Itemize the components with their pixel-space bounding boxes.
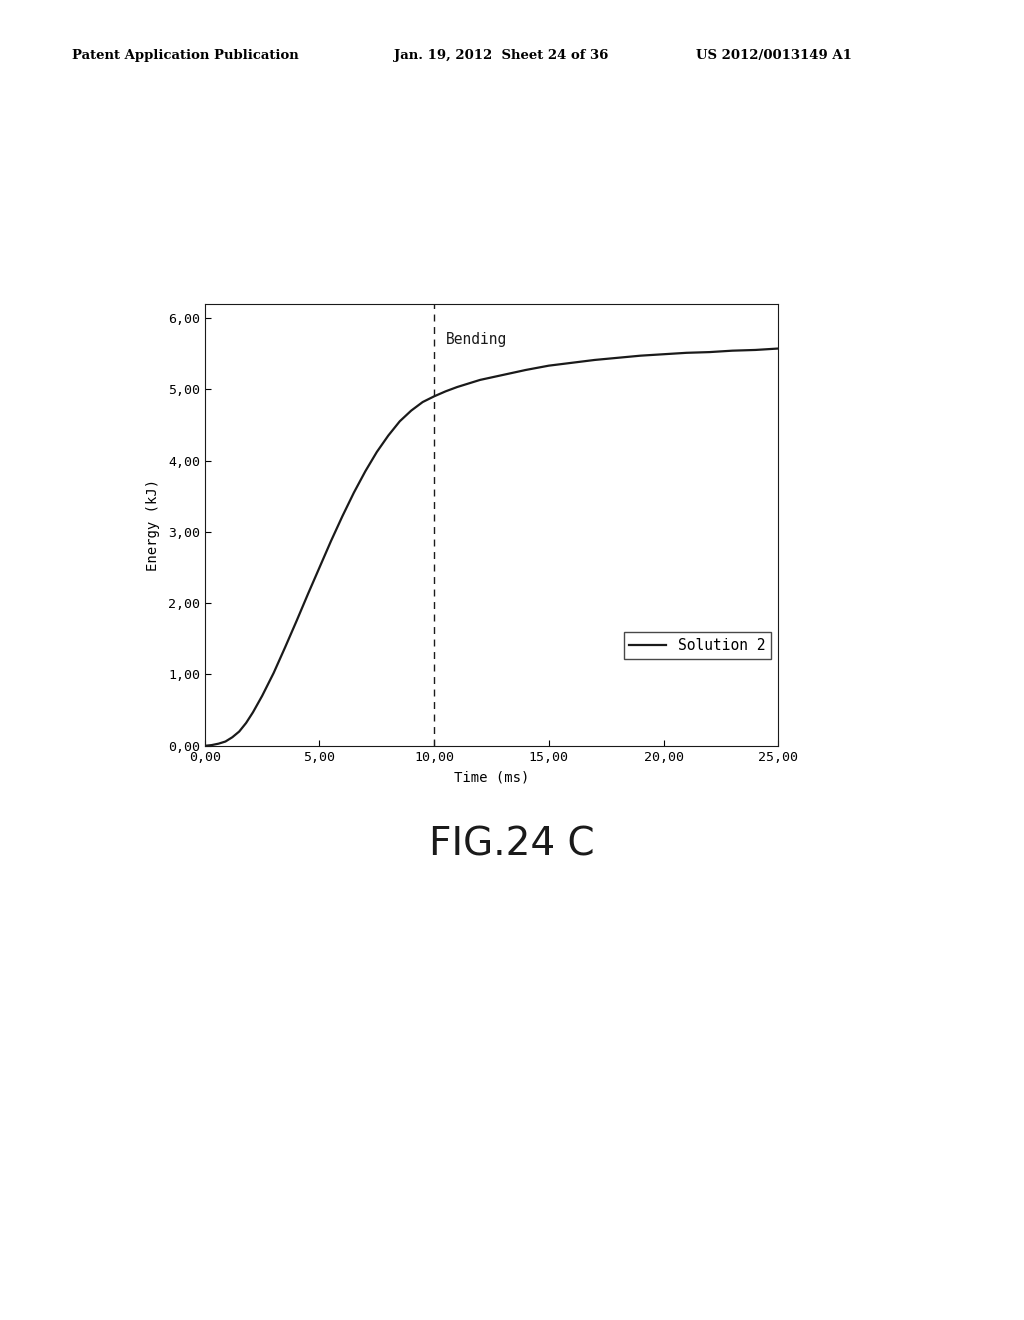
Text: Jan. 19, 2012  Sheet 24 of 36: Jan. 19, 2012 Sheet 24 of 36 <box>394 49 608 62</box>
Text: Patent Application Publication: Patent Application Publication <box>72 49 298 62</box>
Text: Bending: Bending <box>445 333 507 347</box>
Text: FIG.24 C: FIG.24 C <box>429 825 595 863</box>
Text: US 2012/0013149 A1: US 2012/0013149 A1 <box>696 49 852 62</box>
Legend: Solution 2: Solution 2 <box>624 632 771 659</box>
Y-axis label: Energy (kJ): Energy (kJ) <box>145 479 160 570</box>
X-axis label: Time (ms): Time (ms) <box>454 771 529 784</box>
